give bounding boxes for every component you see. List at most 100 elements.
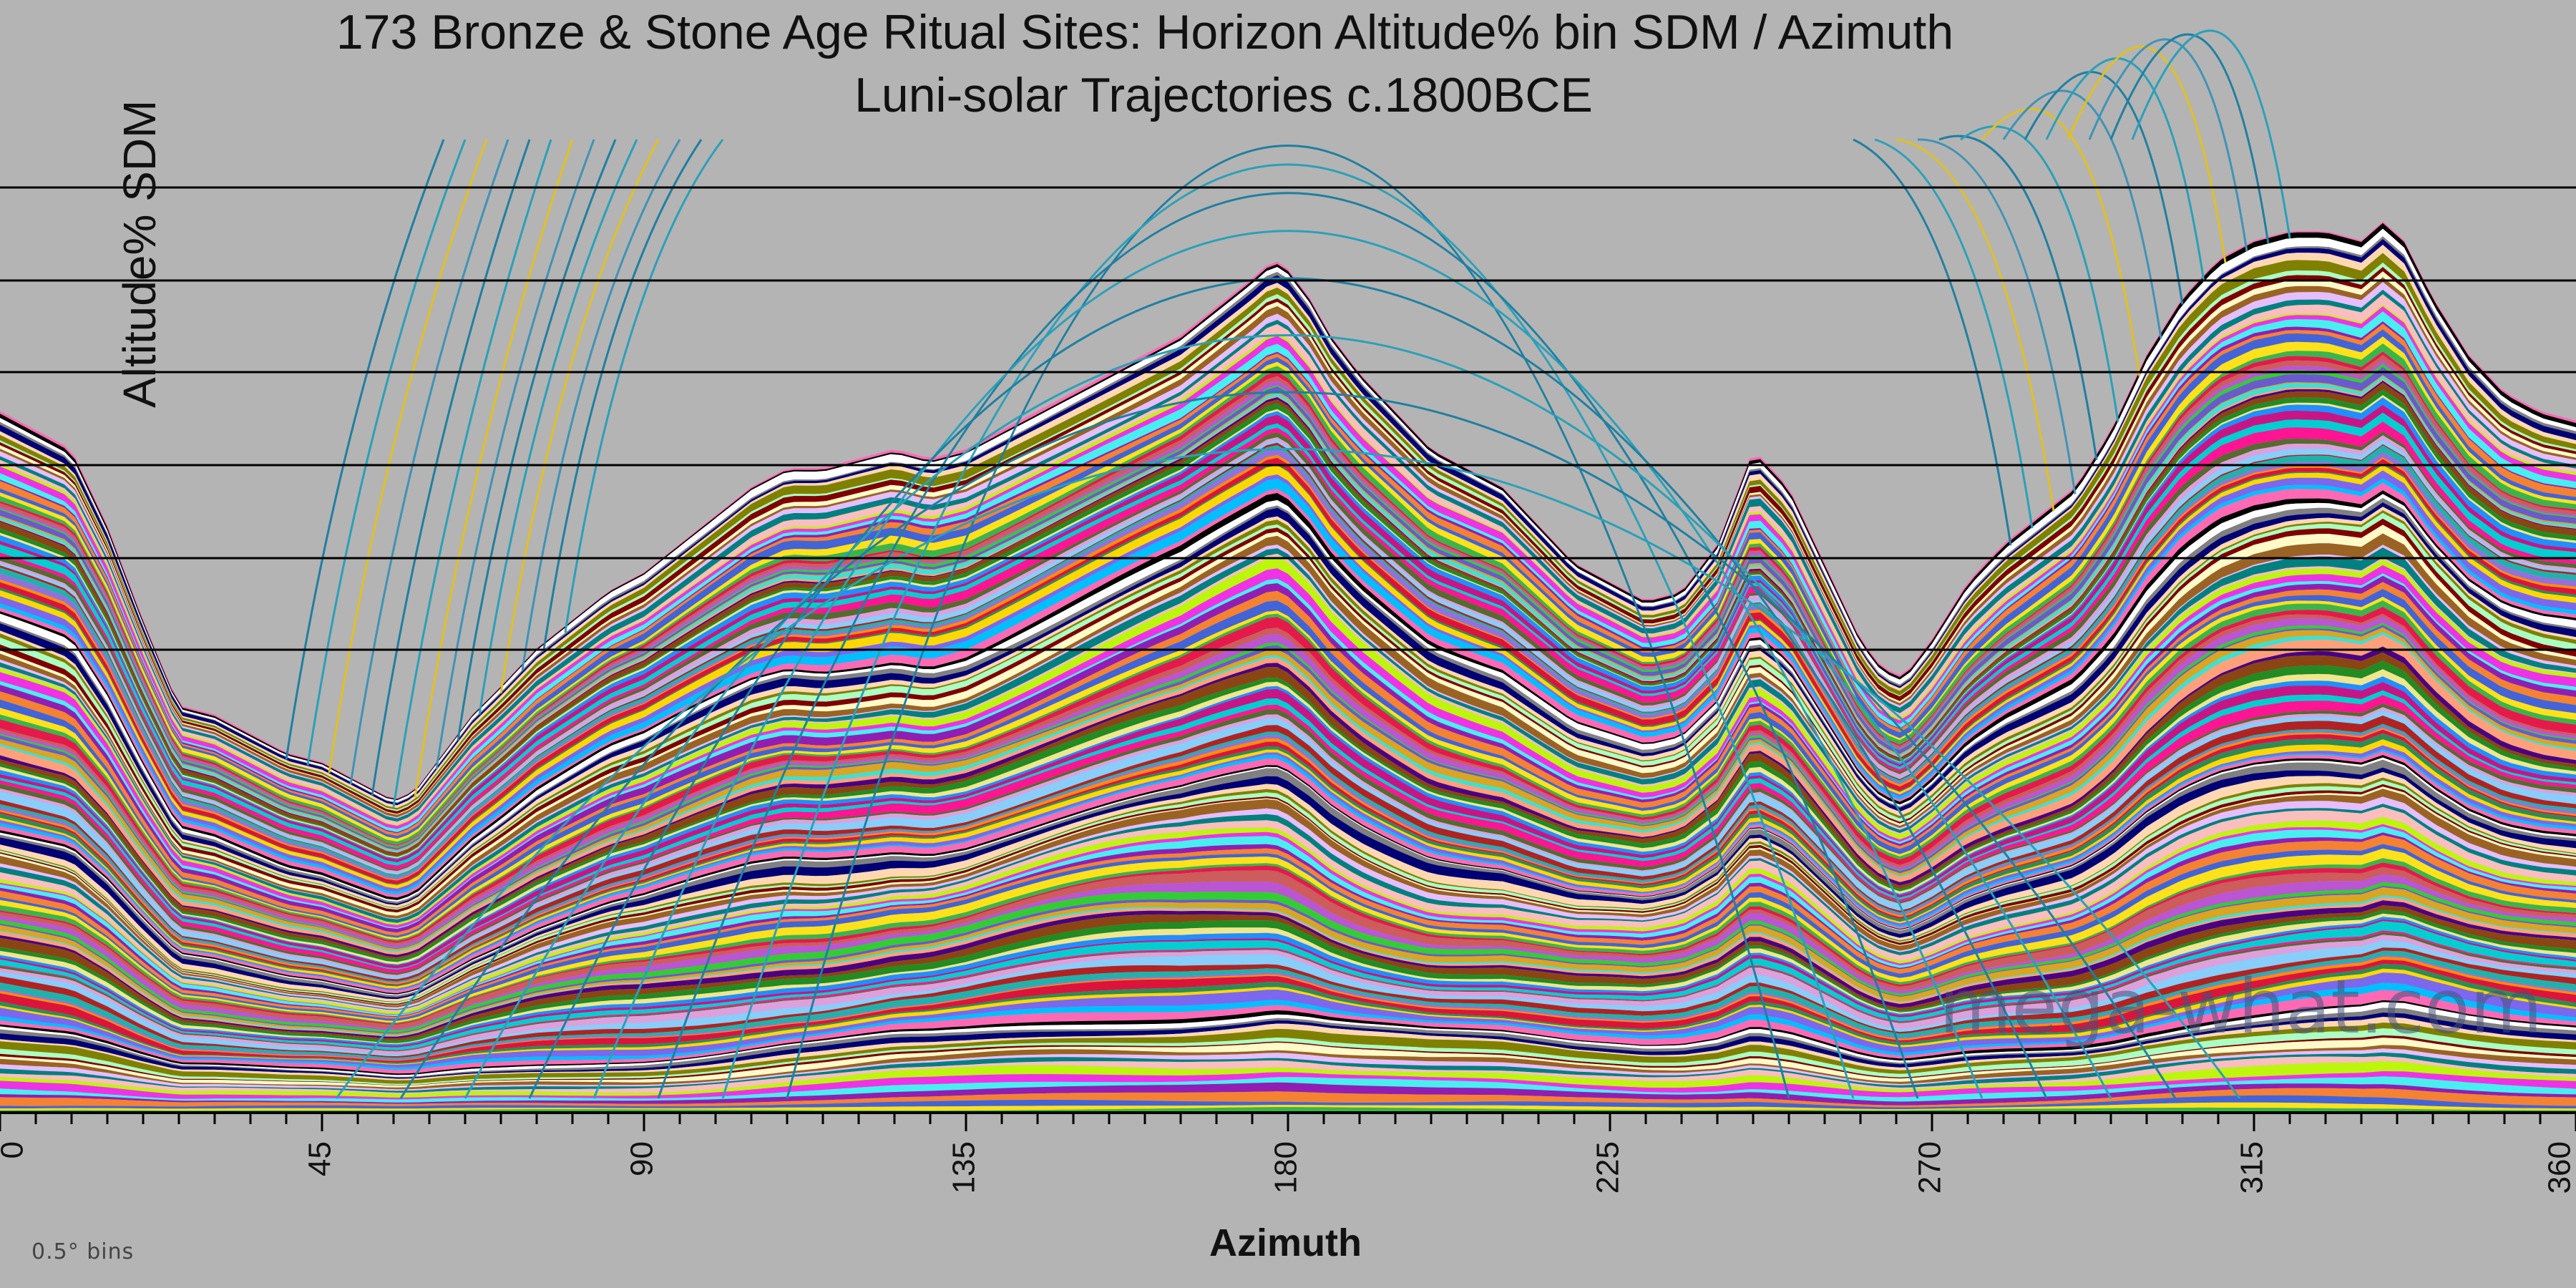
area-layer <box>0 826 2576 1017</box>
rising-trajectory <box>306 139 467 766</box>
area-layer <box>0 1023 2576 1084</box>
setting-trajectory <box>1981 108 2141 377</box>
rising-trajectory <box>564 139 724 633</box>
area-layer <box>0 955 2576 1060</box>
area-layer <box>0 613 2576 945</box>
area-layer <box>0 950 2576 1060</box>
x-axis-label: Azimuth <box>1209 1221 1362 1264</box>
area-layer <box>0 533 2576 919</box>
rising-trajectory <box>414 139 574 798</box>
meridian-arc <box>657 192 1919 1099</box>
rising-trajectory <box>499 139 660 694</box>
rising-trajectory <box>371 139 531 796</box>
area-layer <box>0 956 2576 1061</box>
area-layer <box>0 867 2576 1029</box>
x-tick-label: 270 <box>1913 1141 1948 1194</box>
meridian-arc <box>721 163 1855 1099</box>
chart-subtitle: Luni-solar Trajectories c.1800BCE <box>854 68 1593 122</box>
area-layer <box>0 1045 2576 1090</box>
area-layer <box>0 1052 2576 1093</box>
area-layer <box>0 502 2576 906</box>
area-layer <box>0 1002 2576 1077</box>
rising-trajectory <box>457 139 617 741</box>
area-layer <box>0 759 2576 997</box>
area-layer <box>0 1071 2576 1100</box>
setting-trajectory <box>2088 38 2248 252</box>
area-layer <box>0 767 2576 1000</box>
area-layer <box>0 1017 2576 1080</box>
meridian-arc <box>592 230 1984 1099</box>
area-layer <box>0 1000 2576 1075</box>
x-tick-label: 45 <box>303 1141 338 1176</box>
setting-trajectory <box>2002 89 2162 339</box>
area-layer <box>0 844 2576 1021</box>
area-layer <box>0 816 2576 1015</box>
area-layer <box>0 607 2576 943</box>
bin-size-note: 0.5° bins <box>31 1239 135 1264</box>
area-layer <box>0 789 2576 1008</box>
rising-trajectory <box>349 139 509 785</box>
meridian-arc <box>528 277 2048 1099</box>
area-layer <box>0 616 2576 948</box>
luni-solar-trajectories <box>285 29 2291 1099</box>
x-tick-label: 225 <box>1591 1141 1626 1194</box>
area-layer <box>0 1035 2576 1086</box>
area-layer <box>0 1095 2576 1110</box>
area-layer <box>0 1060 2576 1098</box>
setting-trajectory <box>1874 138 2034 529</box>
setting-trajectory <box>2131 29 2291 239</box>
setting-trajectory <box>1938 135 2098 461</box>
area-layer <box>0 832 2576 1018</box>
x-tick-label: 135 <box>947 1141 982 1194</box>
setting-trajectory <box>1960 125 2119 423</box>
x-tick-label: 315 <box>2235 1141 2270 1194</box>
area-layer <box>0 682 2576 969</box>
area-layer <box>0 913 2576 1045</box>
area-layer <box>0 947 2576 1058</box>
rising-trajectory <box>435 139 595 770</box>
area-layer <box>0 1048 2576 1091</box>
area-layer <box>0 935 2576 1055</box>
watermark: mega-what.com <box>1939 963 2543 1050</box>
area-layer <box>0 733 2576 987</box>
area-layer <box>0 1082 2576 1106</box>
area-layer <box>0 1102 2576 1111</box>
rising-trajectory <box>285 139 445 760</box>
area-layer <box>0 1038 2576 1088</box>
setting-trajectory <box>1917 138 2077 494</box>
area-layer <box>0 874 2576 1030</box>
stacked-area-layers <box>0 221 2576 1113</box>
rising-trajectory <box>478 139 638 715</box>
area-layer <box>0 1008 2576 1078</box>
area-layer <box>0 804 2576 1010</box>
area-layer <box>0 1028 2576 1085</box>
meridian-arc <box>464 334 2112 1099</box>
meridian-arc <box>399 391 2177 1099</box>
y-axis-label: Altitude% SDM <box>114 99 165 408</box>
area-layer <box>0 909 2576 1043</box>
x-tick-label: 360 <box>2542 1141 2576 1194</box>
setting-trajectory <box>2109 33 2270 244</box>
gridlines <box>0 186 2576 651</box>
area-layer <box>0 982 2576 1070</box>
x-tick-label: 0 <box>0 1141 30 1158</box>
area-layer <box>0 784 2576 1005</box>
area-layer <box>0 1107 2576 1112</box>
rising-trajectory <box>392 139 552 808</box>
area-layer <box>0 990 2576 1074</box>
area-layer <box>0 940 2576 1057</box>
rising-trajectory <box>521 139 681 671</box>
area-layer <box>0 900 2576 1039</box>
area-layer <box>0 1056 2576 1094</box>
x-tick-label: 180 <box>1269 1141 1304 1194</box>
setting-trajectory <box>1896 138 2055 512</box>
area-layer <box>0 729 2576 985</box>
area-layer <box>0 972 2576 1068</box>
setting-trajectory <box>2045 57 2205 282</box>
area-layer <box>0 557 2576 925</box>
area-layer <box>0 806 2576 1013</box>
x-axis: 0 45 90 135 180 225 270 315 360 <box>0 1111 2576 1194</box>
chart-title: 173 Bronze & Stone Age Ritual Sites: Hor… <box>336 5 1954 59</box>
area-layer <box>0 1088 2576 1108</box>
